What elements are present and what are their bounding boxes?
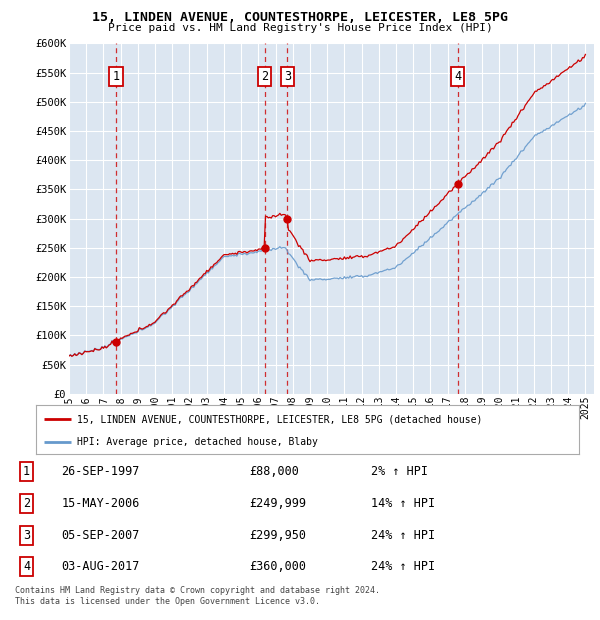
Text: 1: 1 [112,70,119,83]
Text: Contains HM Land Registry data © Crown copyright and database right 2024.: Contains HM Land Registry data © Crown c… [15,586,380,595]
Text: 24% ↑ HPI: 24% ↑ HPI [371,529,435,541]
Text: 15-MAY-2006: 15-MAY-2006 [61,497,140,510]
Text: 26-SEP-1997: 26-SEP-1997 [61,465,140,478]
Text: 4: 4 [23,560,30,574]
Text: 15, LINDEN AVENUE, COUNTESTHORPE, LEICESTER, LE8 5PG: 15, LINDEN AVENUE, COUNTESTHORPE, LEICES… [92,11,508,24]
Text: 4: 4 [454,70,461,83]
Text: 1: 1 [23,465,30,478]
Text: 2% ↑ HPI: 2% ↑ HPI [371,465,428,478]
Text: 3: 3 [23,529,30,541]
Text: £299,950: £299,950 [250,529,307,541]
Text: 03-AUG-2017: 03-AUG-2017 [61,560,140,574]
Text: 14% ↑ HPI: 14% ↑ HPI [371,497,435,510]
Text: 05-SEP-2007: 05-SEP-2007 [61,529,140,541]
Text: £249,999: £249,999 [250,497,307,510]
Text: £360,000: £360,000 [250,560,307,574]
Text: 15, LINDEN AVENUE, COUNTESTHORPE, LEICESTER, LE8 5PG (detached house): 15, LINDEN AVENUE, COUNTESTHORPE, LEICES… [77,414,482,424]
Text: 2: 2 [261,70,268,83]
Text: 2: 2 [23,497,30,510]
Text: £88,000: £88,000 [250,465,299,478]
Text: Price paid vs. HM Land Registry's House Price Index (HPI): Price paid vs. HM Land Registry's House … [107,23,493,33]
Text: HPI: Average price, detached house, Blaby: HPI: Average price, detached house, Blab… [77,436,317,447]
Text: 3: 3 [284,70,291,83]
Text: 24% ↑ HPI: 24% ↑ HPI [371,560,435,574]
Text: This data is licensed under the Open Government Licence v3.0.: This data is licensed under the Open Gov… [15,597,320,606]
